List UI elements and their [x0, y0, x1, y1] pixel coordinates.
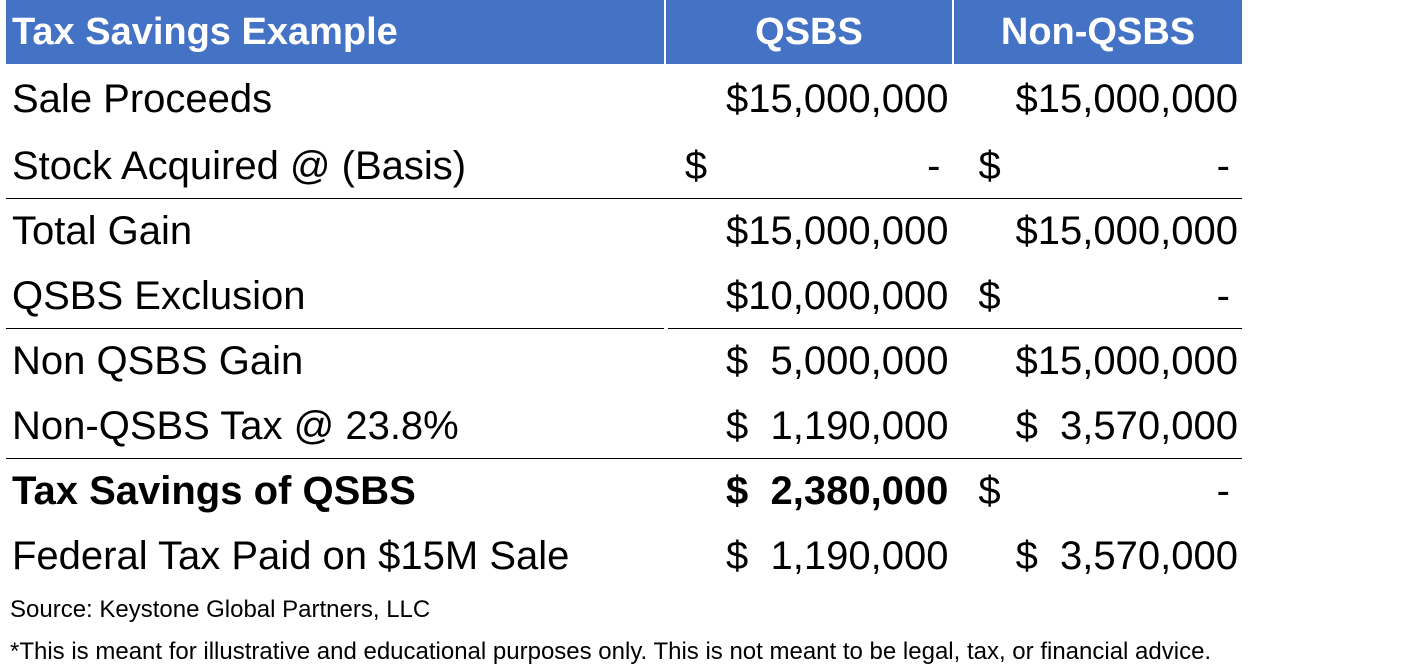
currency-symbol: $ [978, 144, 1001, 188]
non-qsbs-value: $ - [952, 274, 1242, 319]
qsbs-value: $ 1,190,000 [726, 534, 949, 578]
column-header-non-qsbs: Non-QSBS [954, 0, 1242, 64]
row-label: Stock Acquired @ (Basis) [12, 144, 467, 188]
table-row: Non QSBS Gain $ 5,000,000 $15,000,000 [6, 329, 1242, 394]
table-row: Federal Tax Paid on $15M Sale $ 1,190,00… [6, 524, 1242, 589]
source-note: Source: Keystone Global Partners, LLC [10, 596, 431, 623]
table-row: Total Gain $15,000,000 $15,000,000 [6, 199, 1242, 264]
row-label: Tax Savings of QSBS [12, 469, 416, 513]
table-row: QSBS Exclusion $10,000,000 $ - [6, 264, 1242, 329]
table-row-total: Tax Savings of QSBS $ 2,380,000 $ - [6, 459, 1242, 524]
table-row: Sale Proceeds $15,000,000 $15,000,000 [6, 64, 1242, 134]
non-qsbs-value: $15,000,000 [1015, 209, 1238, 253]
row-label: QSBS Exclusion [12, 274, 306, 318]
table-title: Tax Savings Example [6, 0, 664, 64]
tax-savings-table: Tax Savings Example QSBS Non-QSBS Sale P… [6, 0, 1242, 589]
row-label: Non-QSBS Tax @ 23.8% [12, 404, 459, 448]
table-header: Tax Savings Example QSBS Non-QSBS [6, 0, 1242, 64]
zero-dash: - [927, 144, 941, 188]
qsbs-value: $ 5,000,000 [726, 339, 949, 383]
currency-symbol: $ [684, 144, 708, 188]
table-row: Stock Acquired @ (Basis) $ - $ - [6, 134, 1242, 199]
non-qsbs-value: $ - [952, 144, 1242, 189]
disclaimer-note: *This is meant for illustrative and educ… [10, 638, 1212, 665]
non-qsbs-value: $15,000,000 [1015, 339, 1238, 383]
row-label: Sale Proceeds [12, 76, 273, 121]
non-qsbs-value: $ - [952, 469, 1242, 514]
currency-symbol: $ [978, 469, 1001, 513]
qsbs-value: $10,000,000 [725, 274, 949, 318]
non-qsbs-value: $ 3,570,000 [1015, 404, 1238, 448]
non-qsbs-value: $15,000,000 [1015, 76, 1238, 121]
qsbs-value: $ - [663, 144, 953, 189]
qsbs-value: $ 1,190,000 [726, 404, 949, 448]
zero-dash: - [1216, 144, 1230, 188]
qsbs-value: $ 2,380,000 [726, 469, 949, 513]
qsbs-value: $15,000,000 [726, 76, 949, 121]
row-label: Non QSBS Gain [12, 339, 304, 383]
table-row: Non-QSBS Tax @ 23.8% $ 1,190,000 $ 3,570… [6, 394, 1242, 459]
currency-symbol: $ [978, 274, 1001, 318]
row-label: Total Gain [12, 209, 193, 253]
row-label: Federal Tax Paid on $15M Sale [12, 534, 570, 578]
zero-dash: - [1216, 469, 1230, 513]
qsbs-value: $15,000,000 [726, 209, 949, 253]
column-header-qsbs: QSBS [666, 0, 952, 64]
zero-dash: - [1216, 274, 1230, 318]
non-qsbs-value: $ 3,570,000 [1015, 534, 1238, 578]
